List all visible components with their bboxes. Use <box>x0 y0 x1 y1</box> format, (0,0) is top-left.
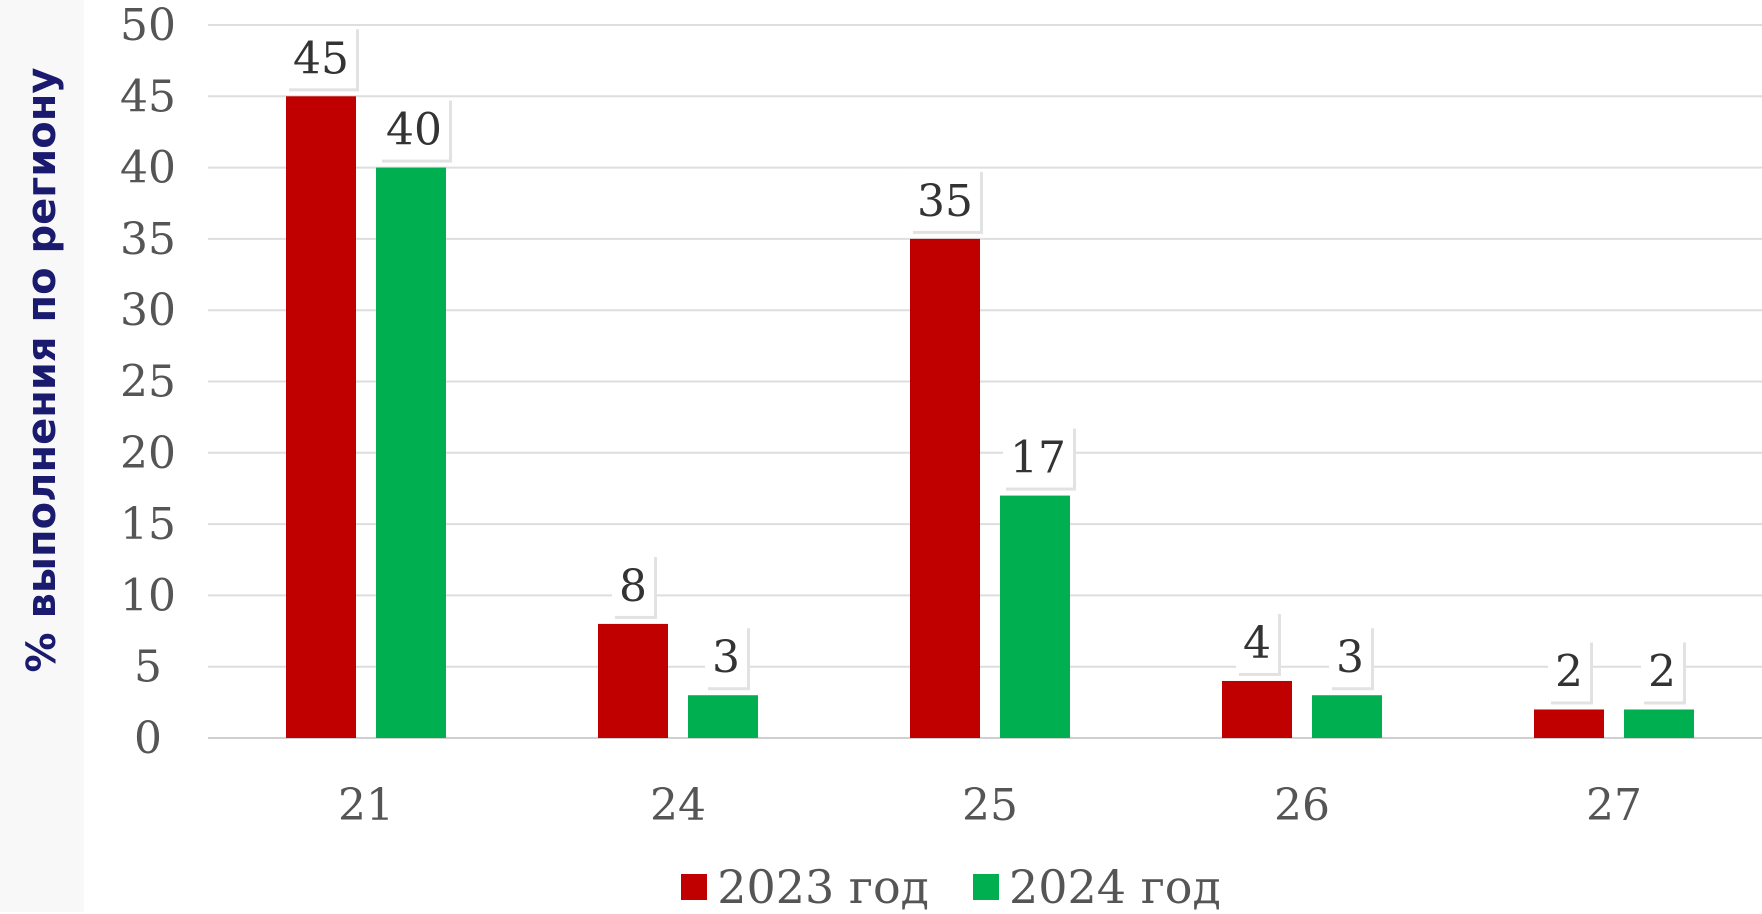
data-label-2024-год-24: 3 <box>712 632 740 683</box>
y-tick-label-35: 35 <box>120 214 176 265</box>
bar-2023-год-26 <box>1222 680 1292 738</box>
data-label-box-0-27 <box>1548 639 1590 702</box>
bar-2023-год-27 <box>1534 709 1604 738</box>
legend-item-2024: 2024 год <box>973 860 1221 914</box>
bar-2024-год-27 <box>1624 709 1694 738</box>
y-tick-label-30: 30 <box>120 285 176 336</box>
left-margin-strip <box>0 0 84 912</box>
y-tick-label-0: 0 <box>134 713 162 764</box>
data-label-box-0-25 <box>910 168 980 231</box>
bar-2023-год-24 <box>598 623 668 738</box>
x-tick-label-24: 24 <box>650 780 706 831</box>
bar-2024-год-21 <box>376 167 446 739</box>
y-tick-label-5: 5 <box>134 642 162 693</box>
y-tick-label-20: 20 <box>120 428 176 479</box>
data-label-2023-год-27: 2 <box>1555 646 1583 697</box>
legend-swatch-2023 <box>681 874 708 900</box>
x-tick-label-25: 25 <box>962 780 1018 831</box>
data-label-box-1-24 <box>705 625 747 688</box>
legend-item-2023: 2023 год <box>681 860 929 914</box>
data-label-box-1-21 <box>379 97 449 160</box>
y-tick-label-45: 45 <box>120 71 176 122</box>
x-tick-label-26: 26 <box>1274 780 1330 831</box>
y-tick-label-40: 40 <box>120 143 176 194</box>
bar-chart: 0 5 10 15 20 25 30 35 40 45 50 45 40 21 8 3 24 35 17 25 4 3 26… <box>120 0 1762 831</box>
y-tick-label-10: 10 <box>120 570 176 621</box>
data-label-2023-год-21: 45 <box>293 33 349 84</box>
bar-2023-год-21 <box>286 96 356 739</box>
bar-2024-год-24 <box>688 695 758 738</box>
legend-label-2024: 2024 год <box>1009 860 1221 914</box>
legend: 2023 год 2024 год <box>0 860 1762 914</box>
data-label-2023-год-25: 35 <box>917 176 973 227</box>
x-tick-label-21: 21 <box>338 780 394 831</box>
data-label-box-0-26 <box>1236 610 1278 673</box>
x-tick-label-27: 27 <box>1586 780 1642 831</box>
bar-2024-год-26 <box>1312 695 1382 738</box>
data-label-box-0-24 <box>612 553 654 616</box>
data-label-2023-год-24: 8 <box>619 561 647 612</box>
data-label-box-1-25 <box>1003 425 1073 488</box>
bar-2024-год-25 <box>1000 495 1070 738</box>
data-label-2024-год-21: 40 <box>386 105 442 156</box>
data-label-2023-год-26: 4 <box>1243 618 1271 669</box>
legend-swatch-2024 <box>973 874 999 900</box>
y-tick-label-50: 50 <box>120 0 176 51</box>
y-tick-label-25: 25 <box>120 357 176 408</box>
data-label-box-1-27 <box>1641 639 1683 702</box>
data-label-2024-год-26: 3 <box>1336 632 1364 683</box>
data-label-box-1-26 <box>1329 625 1371 688</box>
bar-2023-год-25 <box>910 238 980 738</box>
legend-label-2023: 2023 год <box>717 860 929 914</box>
data-label-2024-год-27: 2 <box>1648 646 1676 697</box>
data-label-2024-год-25: 17 <box>1010 433 1066 484</box>
data-label-box-0-21 <box>286 26 356 89</box>
y-tick-label-15: 15 <box>120 499 176 550</box>
